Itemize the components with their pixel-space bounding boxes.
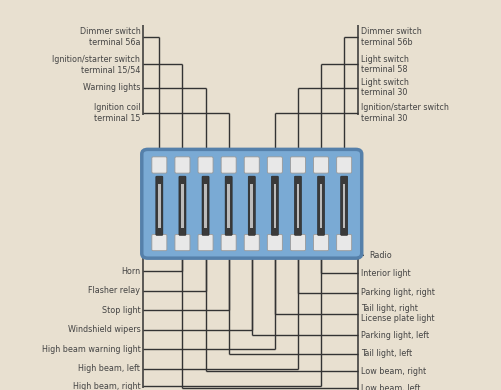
FancyBboxPatch shape <box>244 234 259 251</box>
Text: Light switch
terminal 30: Light switch terminal 30 <box>361 78 409 98</box>
Bar <box>158 184 161 228</box>
Text: Tail light, right
License plate light: Tail light, right License plate light <box>361 304 434 323</box>
FancyBboxPatch shape <box>314 157 329 173</box>
Text: Light switch
terminal 58: Light switch terminal 58 <box>361 55 409 74</box>
FancyBboxPatch shape <box>221 234 236 251</box>
FancyBboxPatch shape <box>244 157 259 173</box>
FancyBboxPatch shape <box>268 157 283 173</box>
Text: Low beam, right: Low beam, right <box>361 367 426 376</box>
FancyBboxPatch shape <box>318 176 325 236</box>
FancyBboxPatch shape <box>152 157 167 173</box>
FancyBboxPatch shape <box>268 234 283 251</box>
Text: Dimmer switch
terminal 56a: Dimmer switch terminal 56a <box>80 27 140 47</box>
FancyBboxPatch shape <box>152 234 167 251</box>
Text: High beam, left: High beam, left <box>78 364 140 373</box>
FancyBboxPatch shape <box>225 176 232 236</box>
Text: High beam warning light: High beam warning light <box>42 344 140 354</box>
Text: Low beam, left: Low beam, left <box>361 383 420 390</box>
FancyBboxPatch shape <box>202 176 209 236</box>
FancyBboxPatch shape <box>291 234 306 251</box>
FancyBboxPatch shape <box>198 157 213 173</box>
FancyBboxPatch shape <box>314 234 329 251</box>
FancyBboxPatch shape <box>337 157 352 173</box>
Bar <box>343 184 346 228</box>
FancyBboxPatch shape <box>198 234 213 251</box>
Text: Flasher relay: Flasher relay <box>88 286 140 295</box>
Bar <box>181 184 184 228</box>
Text: Radio: Radio <box>369 251 392 260</box>
FancyBboxPatch shape <box>337 234 352 251</box>
Text: Parking light, left: Parking light, left <box>361 331 429 340</box>
FancyBboxPatch shape <box>272 176 279 236</box>
Text: Ignition/starter switch
terminal 30: Ignition/starter switch terminal 30 <box>361 103 448 123</box>
Text: Dimmer switch
terminal 56b: Dimmer switch terminal 56b <box>361 27 421 47</box>
Text: Interior light: Interior light <box>361 268 410 278</box>
Bar <box>274 184 276 228</box>
FancyBboxPatch shape <box>156 176 163 236</box>
FancyBboxPatch shape <box>175 157 190 173</box>
FancyBboxPatch shape <box>179 176 186 236</box>
Text: Horn: Horn <box>121 266 140 276</box>
Bar <box>320 184 322 228</box>
FancyBboxPatch shape <box>142 149 362 258</box>
FancyBboxPatch shape <box>341 176 348 236</box>
Text: Ignition coil
terminal 15: Ignition coil terminal 15 <box>94 103 140 123</box>
Bar <box>250 184 253 228</box>
Text: Tail light, left: Tail light, left <box>361 349 412 358</box>
Text: Warning lights: Warning lights <box>83 83 140 92</box>
FancyBboxPatch shape <box>248 176 256 236</box>
FancyBboxPatch shape <box>295 176 302 236</box>
FancyBboxPatch shape <box>291 157 306 173</box>
Text: Stop light: Stop light <box>102 305 140 315</box>
FancyBboxPatch shape <box>221 157 236 173</box>
Text: Windshield wipers: Windshield wipers <box>68 325 140 334</box>
Bar <box>204 184 207 228</box>
Text: Parking light, right: Parking light, right <box>361 288 434 297</box>
FancyBboxPatch shape <box>175 234 190 251</box>
Bar <box>297 184 299 228</box>
Bar <box>227 184 230 228</box>
Text: High beam, right: High beam, right <box>73 381 140 390</box>
Text: Ignition/starter switch
terminal 15/54: Ignition/starter switch terminal 15/54 <box>53 55 140 74</box>
